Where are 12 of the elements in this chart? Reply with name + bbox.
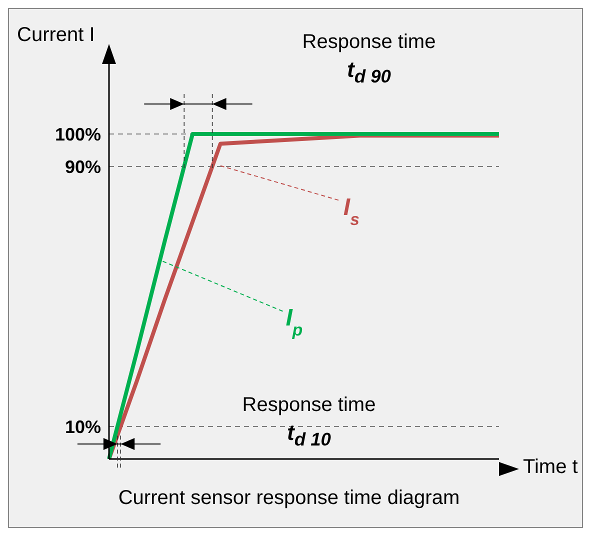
annotation: t$_{d 10}$: [286, 420, 331, 450]
text: Current sensor response time diagram: [117, 487, 461, 510]
annotation: Response time: [242, 394, 376, 416]
text: I$_{s}$: [343, 194, 360, 228]
x-axis-title: Time t: [523, 456, 578, 479]
text: I$_{p}$: [286, 304, 303, 339]
y-tick-label: 90%: [64, 156, 101, 177]
annotation: t$_{d 90}$: [346, 57, 391, 86]
y-tick-label: 100%: [54, 124, 101, 144]
text: Response time: [302, 31, 436, 53]
y-tick-label: 10%: [64, 416, 101, 437]
y-axis-title: Current I: [17, 24, 95, 47]
